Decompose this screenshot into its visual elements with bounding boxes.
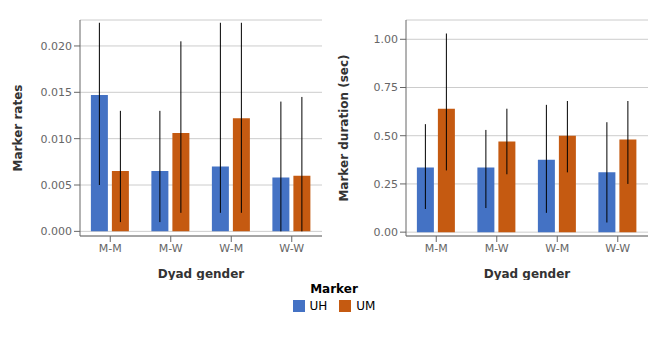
svg-text:1.00: 1.00 bbox=[374, 33, 399, 46]
svg-text:W-M: W-M bbox=[219, 242, 243, 255]
html-text:Marker: Marker bbox=[310, 282, 358, 296]
svg-text:0.020: 0.020 bbox=[41, 40, 73, 53]
svg-text:Dyad gender: Dyad gender bbox=[158, 267, 245, 280]
svg-text:0.00: 0.00 bbox=[374, 226, 399, 239]
svg-text:0.50: 0.50 bbox=[374, 130, 399, 143]
svg-text:Marker rates: Marker rates bbox=[11, 85, 25, 172]
svg-text:0.75: 0.75 bbox=[374, 81, 399, 94]
svg-text:Marker duration (sec): Marker duration (sec) bbox=[337, 54, 351, 201]
svg-text:M-M: M-M bbox=[425, 242, 448, 255]
html-text:UH: UH bbox=[309, 299, 328, 313]
svg-text:M-W: M-W bbox=[159, 242, 183, 255]
svg-text:0.010: 0.010 bbox=[41, 133, 73, 146]
svg-text:W-W: W-W bbox=[279, 242, 304, 255]
svg-text:M-W: M-W bbox=[485, 242, 509, 255]
svg-text:0.25: 0.25 bbox=[374, 178, 399, 191]
html-text:UM: UM bbox=[356, 299, 376, 313]
svg-text:W-M: W-M bbox=[545, 242, 569, 255]
svg-text:0.000: 0.000 bbox=[41, 225, 73, 238]
svg-text:0.005: 0.005 bbox=[41, 179, 73, 192]
svg-text:0.015: 0.015 bbox=[41, 86, 73, 99]
svg-text:W-W: W-W bbox=[605, 242, 630, 255]
svg-text:M-M: M-M bbox=[99, 242, 122, 255]
svg-text:Dyad gender: Dyad gender bbox=[484, 267, 571, 280]
